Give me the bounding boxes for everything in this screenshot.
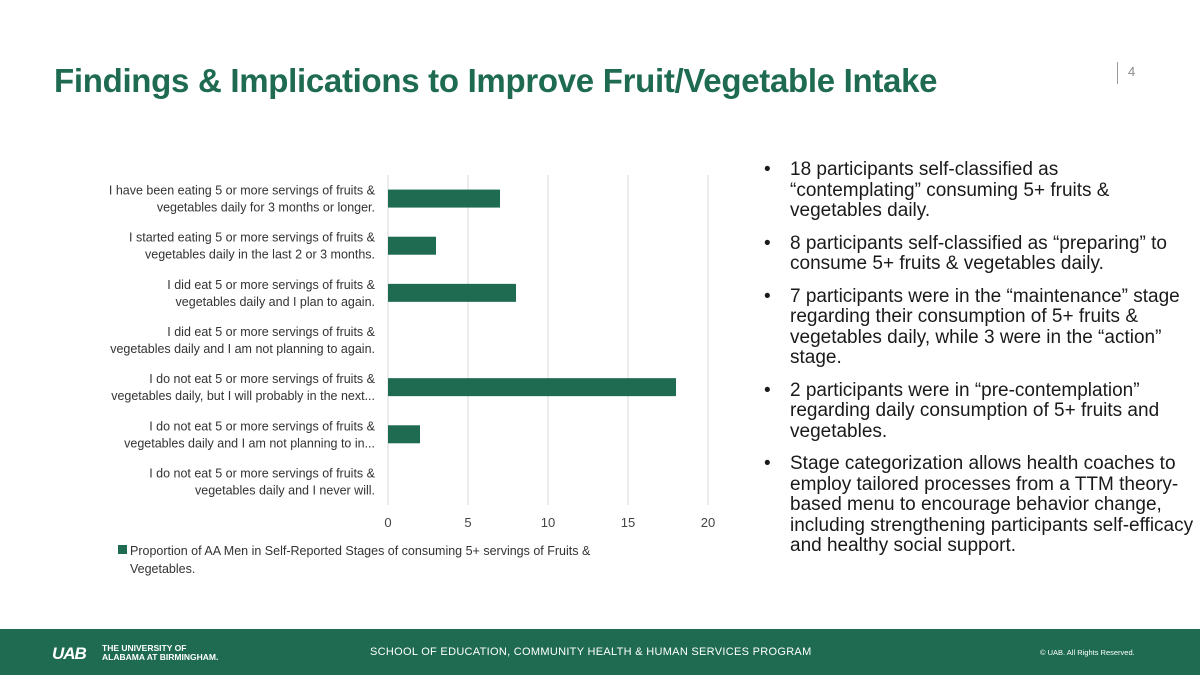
x-tick-label: 10 — [541, 515, 555, 530]
category-label-line: vegetables daily and I plan to again. — [176, 295, 375, 309]
x-tick-label: 5 — [464, 515, 471, 530]
x-tick-label: 15 — [621, 515, 635, 530]
category-label-line: vegetables daily and I am not planning t… — [110, 342, 375, 356]
x-tick-label: 20 — [701, 515, 715, 530]
category-label: I have been eating 5 or more servings of… — [109, 184, 376, 215]
title-divider — [1117, 62, 1118, 84]
category-label-line: vegetables daily for 3 months or longer. — [157, 201, 375, 215]
bar — [388, 283, 516, 302]
bar — [388, 378, 676, 397]
findings-list: • 18 participants self-classified as “con… — [764, 159, 1194, 569]
category-label: I do not eat 5 or more servings of fruit… — [111, 372, 375, 403]
uab-logo-line1: THE UNIVERSITY OF — [102, 643, 187, 653]
category-label: I did eat 5 or more servings of fruits &… — [110, 325, 375, 356]
slide-title: Findings & Implications to Improve Fruit… — [54, 62, 938, 99]
bar — [388, 236, 436, 255]
bullet-text: 2 participants were in “pre-contemplatio… — [790, 379, 1160, 442]
category-label-line: vegetables daily and I am not planning t… — [124, 436, 375, 450]
bullet-dot: • — [764, 159, 771, 180]
footer-copyright: © UAB. All Rights Reserved. — [1040, 648, 1135, 657]
bullet-text: Stage categorization allows health coach… — [790, 453, 1194, 556]
bar-chart: 0 5 10 15 20 I have been eating 5 or more ser… — [109, 175, 715, 576]
category-label-line: I started eating 5 or more servings of f… — [129, 231, 376, 245]
bullet-dot: • — [764, 379, 771, 401]
bullet-item: • Stage categorization allows health coac… — [764, 453, 1194, 557]
bullet-dot: • — [764, 453, 771, 474]
bullet-text: 7 participants were in the “maintenance”… — [790, 285, 1180, 368]
page-number: 4 — [1128, 64, 1136, 79]
bullet-item: • 8 participants self-classified as “prep… — [764, 232, 1194, 275]
uab-logo-line2: ALABAMA AT BIRMINGHAM. — [102, 652, 219, 662]
footer-program: SCHOOL OF EDUCATION, COMMUNITY HEALTH & … — [370, 646, 812, 658]
category-label-line: vegetables daily, but I will probably in… — [111, 389, 375, 403]
legend-label: Proportion of AA Men in Self-Reported St… — [130, 544, 591, 576]
category-label-line: I do not eat 5 or more servings of fruit… — [149, 372, 375, 386]
bullet-dot: • — [764, 232, 771, 254]
bullet-item: • 18 participants self-classified as “con… — [764, 159, 1194, 222]
legend-label-line: Vegetables. — [130, 562, 195, 576]
bullet-dot: • — [764, 285, 771, 307]
bullet-text: 18 participants self-classified as “cont… — [790, 159, 1110, 221]
bar — [388, 425, 420, 444]
category-label: I do not eat 5 or more servings of fruit… — [149, 466, 375, 497]
x-tick-label: 0 — [384, 515, 391, 530]
legend-swatch — [118, 545, 127, 554]
category-label-line: vegetables daily and I never will. — [195, 483, 375, 497]
uab-logo-mark: UAB — [52, 644, 87, 663]
category-label-line: I did eat 5 or more servings of fruits & — [167, 278, 375, 292]
category-label: I started eating 5 or more servings of f… — [129, 231, 376, 262]
bar — [388, 189, 500, 208]
bullet-item: • 2 participants were in “pre-contemplati… — [764, 379, 1194, 443]
uab-logo-text: THE UNIVERSITY OF ALABAMA AT BIRMINGHAM. — [102, 644, 218, 662]
category-label-line: I do not eat 5 or more servings of fruit… — [149, 419, 375, 433]
category-label-line: I did eat 5 or more servings of fruits & — [167, 325, 375, 339]
category-label: I did eat 5 or more servings of fruits &… — [167, 278, 375, 309]
bullet-item: • 7 participants were in the “maintenance… — [764, 285, 1194, 369]
bullet-text: 8 participants self-classified as “prepa… — [790, 232, 1168, 274]
uab-logo: UAB THE UNIVERSITY OF ALABAMA AT BIRMING… — [52, 644, 232, 664]
category-label-line: I have been eating 5 or more servings of… — [109, 184, 376, 198]
category-label: I do not eat 5 or more servings of fruit… — [124, 419, 376, 450]
footer-bar: UAB THE UNIVERSITY OF ALABAMA AT BIRMING… — [0, 629, 1200, 675]
category-label-line: vegetables daily in the last 2 or 3 mont… — [145, 248, 375, 262]
category-label-line: I do not eat 5 or more servings of fruit… — [149, 466, 375, 480]
legend-label-line: Proportion of AA Men in Self-Reported St… — [130, 544, 591, 558]
